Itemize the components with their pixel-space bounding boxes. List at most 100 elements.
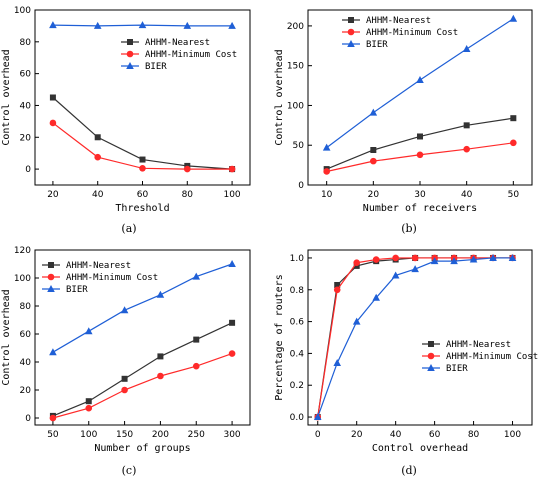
data-point xyxy=(192,362,200,370)
data-point xyxy=(322,143,331,151)
chart-panel: 10 20 30 40 50 0 50 100 150 200 Number of receiver… xyxy=(274,9,533,235)
data-point xyxy=(126,62,134,69)
data-point xyxy=(334,282,341,288)
y-tick-label: 60 xyxy=(20,70,32,80)
data-point xyxy=(348,17,354,23)
legend: AHHM-Nearest AHHM-Minimum Cost BIER xyxy=(42,261,158,295)
series-line xyxy=(317,257,513,418)
x-tick-label: 40 xyxy=(390,430,402,440)
y-tick-label: 20 xyxy=(20,386,32,396)
series xyxy=(322,14,518,151)
y-axis-label: Control overhead xyxy=(1,49,12,145)
series xyxy=(49,21,236,29)
data-point xyxy=(369,108,378,116)
x-tick-label: 80 xyxy=(468,430,480,440)
x-tick-label: 10 xyxy=(321,190,333,200)
series xyxy=(323,115,517,173)
data-point xyxy=(463,145,470,153)
data-point xyxy=(416,76,424,83)
y-tick-label: 50 xyxy=(293,141,305,151)
y-tick-label: 0.8 xyxy=(290,286,305,296)
data-point xyxy=(508,253,517,261)
legend-label: AHHM-Nearest xyxy=(145,38,210,48)
data-point xyxy=(416,151,424,159)
data-point xyxy=(85,398,92,405)
data-point xyxy=(139,164,146,172)
data-point xyxy=(228,260,236,267)
data-point xyxy=(428,341,434,347)
series-line xyxy=(326,117,514,170)
legend-label: BIER xyxy=(366,40,388,50)
series xyxy=(314,254,516,421)
data-point xyxy=(85,404,93,412)
data-point xyxy=(49,348,57,356)
x-tick-label: 100 xyxy=(223,190,240,200)
x-tick-label: 40 xyxy=(461,190,473,200)
data-point xyxy=(47,285,55,292)
data-point xyxy=(347,40,355,47)
data-point xyxy=(450,257,458,265)
data-point xyxy=(313,413,322,421)
y-tick-label: 200 xyxy=(287,22,304,32)
legend-label: AHHM-Nearest xyxy=(66,261,131,271)
data-point xyxy=(120,306,129,314)
x-tick-label: 60 xyxy=(137,190,149,200)
y-tick-label: 150 xyxy=(287,62,304,72)
data-point xyxy=(462,44,471,52)
data-point xyxy=(94,153,102,161)
data-point xyxy=(183,21,192,29)
y-tick-label: 20 xyxy=(20,133,32,143)
data-point xyxy=(427,364,435,371)
x-tick-label: 0 xyxy=(315,430,321,440)
x-tick-label: 20 xyxy=(47,190,59,200)
chart-panel: 50 100 150 200 250 300 0 20 40 60 80 100 120 Number o… xyxy=(1,246,251,477)
legend-label: AHHM-Minimum Cost xyxy=(446,352,538,362)
panel-caption: (a) xyxy=(121,222,136,235)
data-point xyxy=(510,115,517,122)
data-point xyxy=(49,119,57,127)
x-axis-label: Number of receivers xyxy=(363,203,477,214)
y-tick-label: 0.4 xyxy=(290,349,305,359)
y-tick-label: 0.0 xyxy=(290,413,305,423)
data-point xyxy=(49,94,56,101)
plot-frame xyxy=(34,249,251,426)
data-point xyxy=(84,327,93,335)
data-point xyxy=(138,21,147,29)
x-tick-label: 80 xyxy=(182,190,194,200)
data-point xyxy=(229,319,236,326)
data-point xyxy=(121,375,128,382)
data-point xyxy=(469,255,478,263)
data-point xyxy=(157,372,164,380)
y-tick-label: 120 xyxy=(14,246,31,256)
x-tick-label: 30 xyxy=(414,190,426,200)
y-tick-label: 0 xyxy=(25,165,31,175)
x-tick-label: 50 xyxy=(47,430,59,440)
x-tick-label: 40 xyxy=(92,190,104,200)
series-line xyxy=(52,263,233,353)
legend: AHHM-Nearest AHHM-Minimum Cost BIER xyxy=(422,340,538,374)
data-point xyxy=(509,14,518,22)
series-line xyxy=(317,257,513,418)
data-point xyxy=(49,414,57,422)
data-point xyxy=(417,133,423,140)
y-tick-label: 1.0 xyxy=(290,254,305,264)
y-tick-label: 100 xyxy=(14,6,31,16)
data-point xyxy=(93,21,102,29)
data-point xyxy=(489,253,497,261)
plot-frame xyxy=(307,249,533,426)
y-tick-label: 60 xyxy=(20,330,32,340)
data-point xyxy=(121,386,128,394)
x-tick-label: 150 xyxy=(116,430,133,440)
series xyxy=(49,350,236,422)
legend-label: AHHM-Nearest xyxy=(446,340,511,350)
data-point xyxy=(139,156,146,163)
data-point xyxy=(157,353,164,360)
data-point xyxy=(193,336,200,343)
y-tick-label: 40 xyxy=(20,358,32,368)
data-point xyxy=(228,165,236,173)
series xyxy=(49,94,236,173)
chart-panel: 20 40 60 80 100 0 20 40 60 80 100 Threshold Control … xyxy=(1,6,251,235)
data-point xyxy=(48,262,54,268)
series xyxy=(49,319,236,419)
data-point xyxy=(347,28,355,36)
